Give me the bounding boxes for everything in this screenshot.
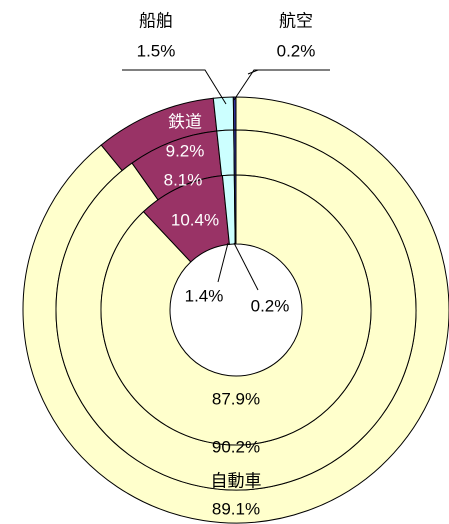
leader-line	[217, 242, 229, 283]
data-label: 90.2%	[212, 437, 260, 456]
data-label: 87.9%	[212, 389, 260, 408]
segment	[233, 174, 237, 245]
segment	[232, 96, 237, 131]
data-label: 0.2%	[277, 41, 316, 60]
category-label: 船舶	[139, 11, 173, 30]
leader-line	[233, 69, 330, 101]
category-label: 航空	[279, 11, 313, 30]
data-label: 8.1%	[164, 170, 203, 189]
leader-line	[247, 69, 259, 75]
category-label: 鉄道	[168, 112, 202, 131]
segment	[212, 96, 235, 132]
data-label: 1.4%	[185, 286, 224, 305]
rings	[22, 96, 449, 524]
data-label: 10.4%	[171, 210, 219, 229]
category-label: 自動車	[211, 471, 262, 490]
data-label: 1.5%	[137, 41, 176, 60]
leader-lines	[122, 69, 330, 291]
segment	[233, 129, 237, 176]
data-label: 0.2%	[251, 296, 290, 315]
data-label: 9.2%	[166, 141, 205, 160]
segment	[100, 174, 372, 446]
leader-line	[122, 69, 227, 105]
leader-line	[233, 242, 259, 291]
labels: 9.2% 1.5% 0.2% 89.1% 8.1% 90.2% 10.4% 1.4% 0.2% 8…	[137, 11, 316, 518]
data-label: 89.1%	[212, 499, 260, 518]
